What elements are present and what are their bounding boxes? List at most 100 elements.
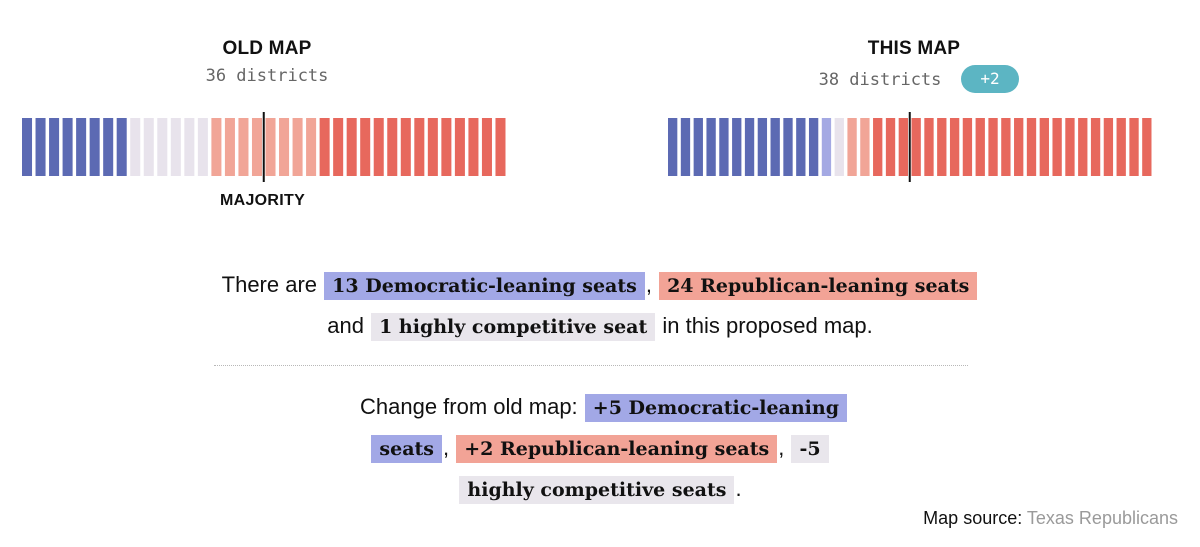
summary-and: and: [327, 313, 364, 338]
new-map-seat-democratic: [744, 118, 755, 176]
new-map-seat-lean-democratic: [821, 118, 832, 176]
map-source: Map source: Texas Republicans: [923, 508, 1178, 529]
new-map-seat-republican: [1026, 118, 1037, 176]
summary-comma: ,: [645, 272, 652, 297]
new-map-seat-lean-republican: [860, 118, 870, 176]
new-map-seat-democratic: [783, 118, 793, 176]
new-map-seat-democratic: [732, 118, 742, 176]
old-map-seat-democratic: [89, 118, 100, 176]
old-map-seat-lean-republican: [251, 118, 262, 176]
old-map-seat-republican: [454, 118, 465, 176]
new-map-seat-democratic: [680, 118, 691, 176]
old-map-seat-lean-republican: [224, 118, 235, 176]
old-map-seat-republican: [468, 118, 479, 176]
new-map-seat-republican: [937, 118, 947, 176]
new-map-seat-lean-republican: [847, 118, 857, 176]
old-map-seat-competitive: [130, 118, 141, 176]
old-map-seat-democratic: [116, 118, 127, 176]
old-map-seat-republican: [414, 118, 425, 176]
new-map-seat-republican: [975, 118, 985, 176]
old-map-seat-republican: [481, 118, 492, 176]
rep-seats-chip: 24 Republican-leaning seats: [659, 272, 978, 300]
new-map-seat-republican: [988, 118, 998, 176]
old-map-seat-lean-republican: [292, 118, 303, 176]
new-map-seat-republican: [1090, 118, 1101, 176]
old-map-seat-lean-republican: [279, 118, 290, 176]
new-map-seat-republican: [1065, 118, 1075, 176]
source-name: Texas Republicans: [1026, 508, 1178, 528]
new-map-seat-democratic: [706, 118, 716, 176]
change-prefix: Change from old map:: [360, 394, 578, 419]
dem-seats-chip: 13 Democratic-leaning seats: [324, 272, 645, 300]
old-map-seat-republican: [400, 118, 411, 176]
new-map-seat-republican: [1142, 118, 1152, 176]
seat-summary: There are 13 Democratic-leaning seats, 2…: [0, 265, 1200, 347]
old-map-seat-republican: [360, 118, 371, 176]
old-map-seat-lean-republican: [306, 118, 317, 176]
old-map-district-count: 36 districts: [205, 66, 329, 86]
new-map-seat-republican: [1116, 118, 1126, 176]
old-map-seat-republican: [319, 118, 330, 176]
new-map-seat-republican: [911, 118, 921, 176]
old-map-seat-competitive: [143, 118, 154, 176]
new-map-seat-republican: [1052, 118, 1062, 176]
new-map-seat-republican: [1001, 118, 1011, 176]
rep-change-chip: +2 Republican-leaning seats: [456, 435, 778, 463]
summary-prefix: There are: [221, 272, 318, 297]
old-map-seat-republican: [441, 118, 452, 176]
new-map-seat-republican: [1078, 118, 1088, 176]
district-change-badge: +2: [961, 65, 1019, 93]
new-map-seat-democratic: [796, 118, 806, 176]
old-map-seat-republican: [427, 118, 438, 176]
old-map-title: OLD MAP: [222, 38, 312, 59]
section-divider: [214, 365, 968, 366]
new-map-seat-republican: [924, 118, 934, 176]
old-map-seat-competitive: [157, 118, 168, 176]
old-map-seat-republican: [387, 118, 398, 176]
new-map-seat-republican: [949, 118, 960, 176]
change-comma-2: ,: [778, 435, 785, 460]
old-map-seat-lean-republican: [211, 118, 222, 176]
old-map-seat-lean-republican: [265, 118, 276, 176]
new-map-title: THIS MAP: [867, 38, 961, 59]
source-label: Map source:: [923, 508, 1023, 528]
new-map-seat-democratic: [808, 118, 819, 176]
old-map-seat-lean-republican: [238, 118, 249, 176]
new-map-seat-republican: [898, 118, 908, 176]
new-map-seat-democratic: [770, 118, 780, 176]
new-map-seat-democratic: [757, 118, 768, 176]
change-comma-1: ,: [443, 435, 450, 460]
old-map-seat-democratic: [49, 118, 60, 176]
old-map-seat-democratic: [62, 118, 73, 176]
new-map-seat-democratic: [719, 118, 729, 176]
old-map-seat-chart: [22, 112, 506, 182]
old-map-seat-competitive: [184, 118, 195, 176]
new-map-seat-republican: [1014, 118, 1024, 176]
old-map-seat-democratic: [22, 118, 33, 176]
new-map-seat-democratic: [668, 118, 678, 176]
old-map-seat-republican: [346, 118, 357, 176]
old-map-seat-competitive: [170, 118, 181, 176]
new-map-seat-republican: [885, 118, 896, 176]
new-map-seat-chart: [668, 112, 1152, 182]
new-map-seat-republican: [1103, 118, 1114, 176]
change-summary: Change from old map: +5 Democratic-leani…: [360, 387, 847, 510]
majority-label: MAJORITY: [220, 192, 306, 209]
old-map-seat-democratic: [76, 118, 87, 176]
new-map-seat-republican: [962, 118, 973, 176]
new-map-seat-democratic: [693, 118, 703, 176]
new-map-district-count: 38 districts: [818, 70, 942, 90]
old-map-seat-democratic: [35, 118, 46, 176]
new-map-seat-republican: [1039, 118, 1049, 176]
competitive-seats-chip: 1 highly competitive seat: [371, 313, 656, 341]
old-map-seat-democratic: [103, 118, 114, 176]
old-map-seat-competitive: [197, 118, 208, 176]
old-map-seat-republican: [373, 118, 384, 176]
new-map-seat-republican: [873, 118, 883, 176]
new-map-seat-republican: [1129, 118, 1139, 176]
old-map-seat-republican: [495, 118, 506, 176]
new-map-seat-competitive: [834, 118, 844, 176]
old-map-seat-republican: [333, 118, 344, 176]
change-period: .: [735, 476, 742, 501]
summary-suffix: in this proposed map.: [662, 313, 873, 338]
